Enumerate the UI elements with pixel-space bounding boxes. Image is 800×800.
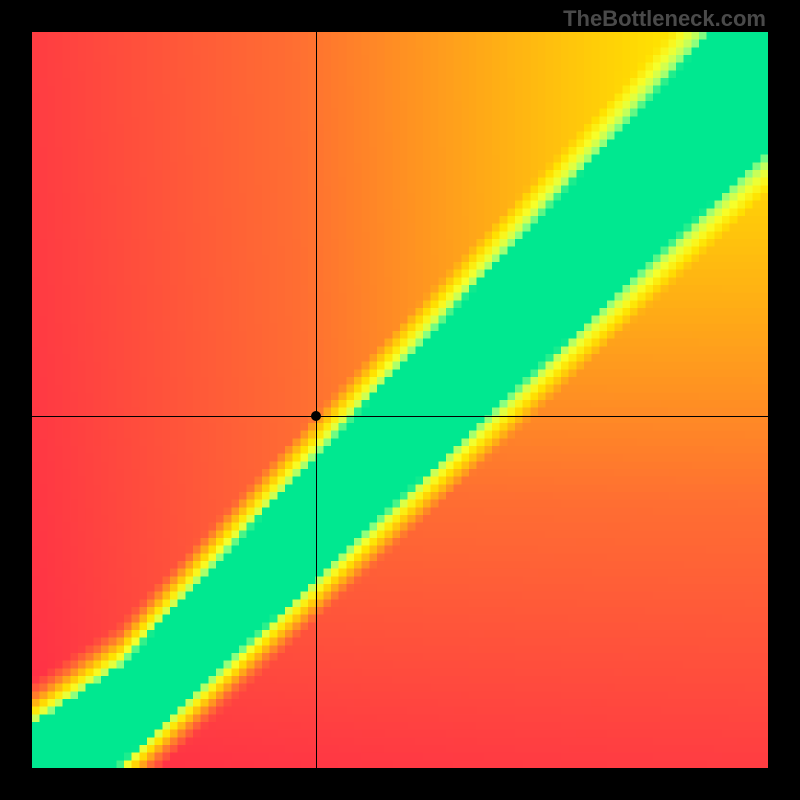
- plot-area: [32, 32, 768, 768]
- watermark-text: TheBottleneck.com: [563, 6, 766, 32]
- heatmap-canvas: [32, 32, 768, 768]
- crosshair-vertical: [316, 32, 317, 768]
- crosshair-horizontal: [32, 416, 768, 417]
